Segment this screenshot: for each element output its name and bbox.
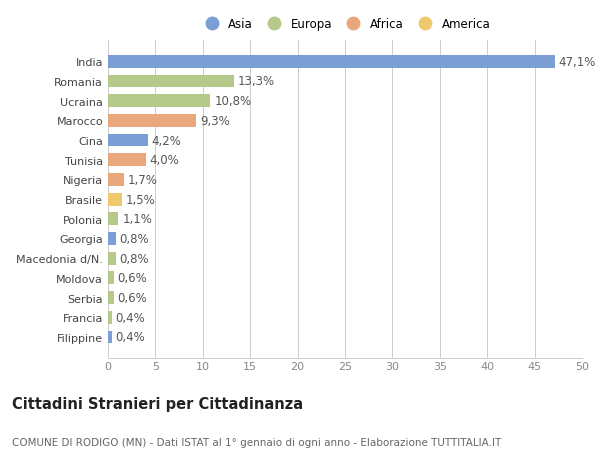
Bar [108, 115, 196, 128]
Bar [108, 75, 234, 88]
Bar [108, 174, 124, 186]
Text: COMUNE DI RODIGO (MN) - Dati ISTAT al 1° gennaio di ogni anno - Elaborazione TUT: COMUNE DI RODIGO (MN) - Dati ISTAT al 1°… [12, 437, 501, 447]
Text: 13,3%: 13,3% [238, 75, 275, 88]
Bar [108, 233, 116, 246]
Bar [108, 56, 554, 68]
Text: 0,8%: 0,8% [119, 233, 149, 246]
Text: 0,4%: 0,4% [116, 311, 145, 324]
Bar [108, 272, 113, 285]
Bar [108, 311, 112, 324]
Bar [108, 95, 211, 108]
Text: 1,7%: 1,7% [128, 174, 158, 186]
Text: 9,3%: 9,3% [200, 115, 230, 128]
Text: 0,8%: 0,8% [119, 252, 149, 265]
Bar [108, 291, 113, 304]
Bar [108, 134, 148, 147]
Text: 1,5%: 1,5% [126, 193, 156, 206]
Bar [108, 154, 146, 167]
Text: 10,8%: 10,8% [214, 95, 251, 108]
Text: 47,1%: 47,1% [558, 56, 596, 68]
Text: Cittadini Stranieri per Cittadinanza: Cittadini Stranieri per Cittadinanza [12, 397, 303, 412]
Bar [108, 331, 112, 344]
Bar [108, 213, 118, 226]
Text: 1,1%: 1,1% [122, 213, 152, 226]
Bar [108, 193, 122, 206]
Text: 0,4%: 0,4% [116, 331, 145, 344]
Text: 0,6%: 0,6% [118, 291, 147, 304]
Legend: Asia, Europa, Africa, America: Asia, Europa, Africa, America [197, 16, 493, 33]
Text: 4,0%: 4,0% [150, 154, 179, 167]
Text: 4,2%: 4,2% [152, 134, 181, 147]
Bar [108, 252, 116, 265]
Text: 0,6%: 0,6% [118, 272, 147, 285]
